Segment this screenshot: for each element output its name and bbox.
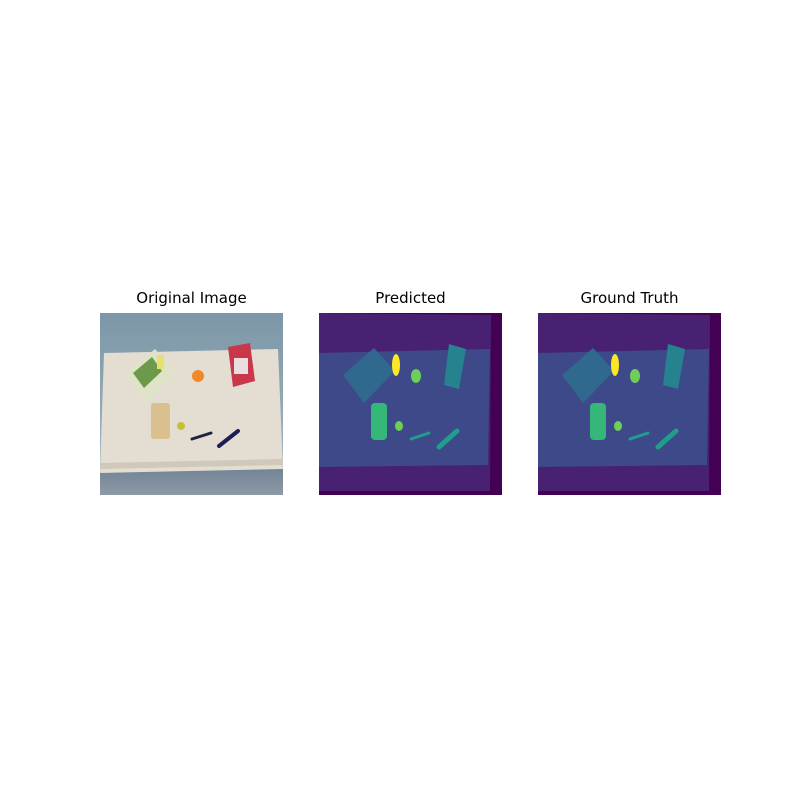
- original-image-title: Original Image: [136, 289, 247, 307]
- mask-marker-1: [409, 431, 431, 441]
- ground-truth-mask: [538, 313, 721, 495]
- mask-bread: [371, 403, 387, 440]
- mask-marker-2: [655, 428, 679, 450]
- bottle: [157, 355, 164, 369]
- predicted-title: Predicted: [375, 289, 446, 307]
- ground-truth-mask-panel: [538, 313, 721, 495]
- original-image: [100, 313, 283, 495]
- mask-table: [319, 349, 490, 467]
- bread-bag: [151, 403, 170, 439]
- mask-corner: [319, 473, 329, 489]
- predicted-mask: [319, 313, 502, 495]
- mask-bottle: [392, 354, 400, 376]
- mask-table: [538, 349, 709, 467]
- mask-marker-1: [628, 431, 650, 441]
- mask-marker-2: [436, 428, 460, 450]
- lime: [177, 422, 185, 430]
- mask-milk-carton: [444, 344, 466, 389]
- ground-truth-title: Ground Truth: [580, 289, 679, 307]
- marker-2: [217, 429, 240, 448]
- mask-corner: [538, 473, 548, 489]
- orange: [192, 370, 204, 382]
- mask-milk-carton: [663, 344, 685, 389]
- mask-orange: [411, 369, 421, 383]
- original-image-panel: [100, 313, 283, 495]
- mask-bottle: [611, 354, 619, 376]
- mask-orange: [630, 369, 640, 383]
- table-edge: [100, 459, 283, 469]
- cereal-box-print: [133, 357, 162, 388]
- mask-cereal-box: [562, 348, 614, 403]
- marker-1: [190, 431, 213, 441]
- mask-cereal-box: [343, 348, 395, 403]
- predicted-mask-panel: [319, 313, 502, 495]
- mask-lime: [614, 421, 622, 431]
- mask-lime: [395, 421, 403, 431]
- mask-bread: [590, 403, 606, 440]
- milk-carton-label: [234, 358, 248, 374]
- table-surface: [100, 349, 283, 473]
